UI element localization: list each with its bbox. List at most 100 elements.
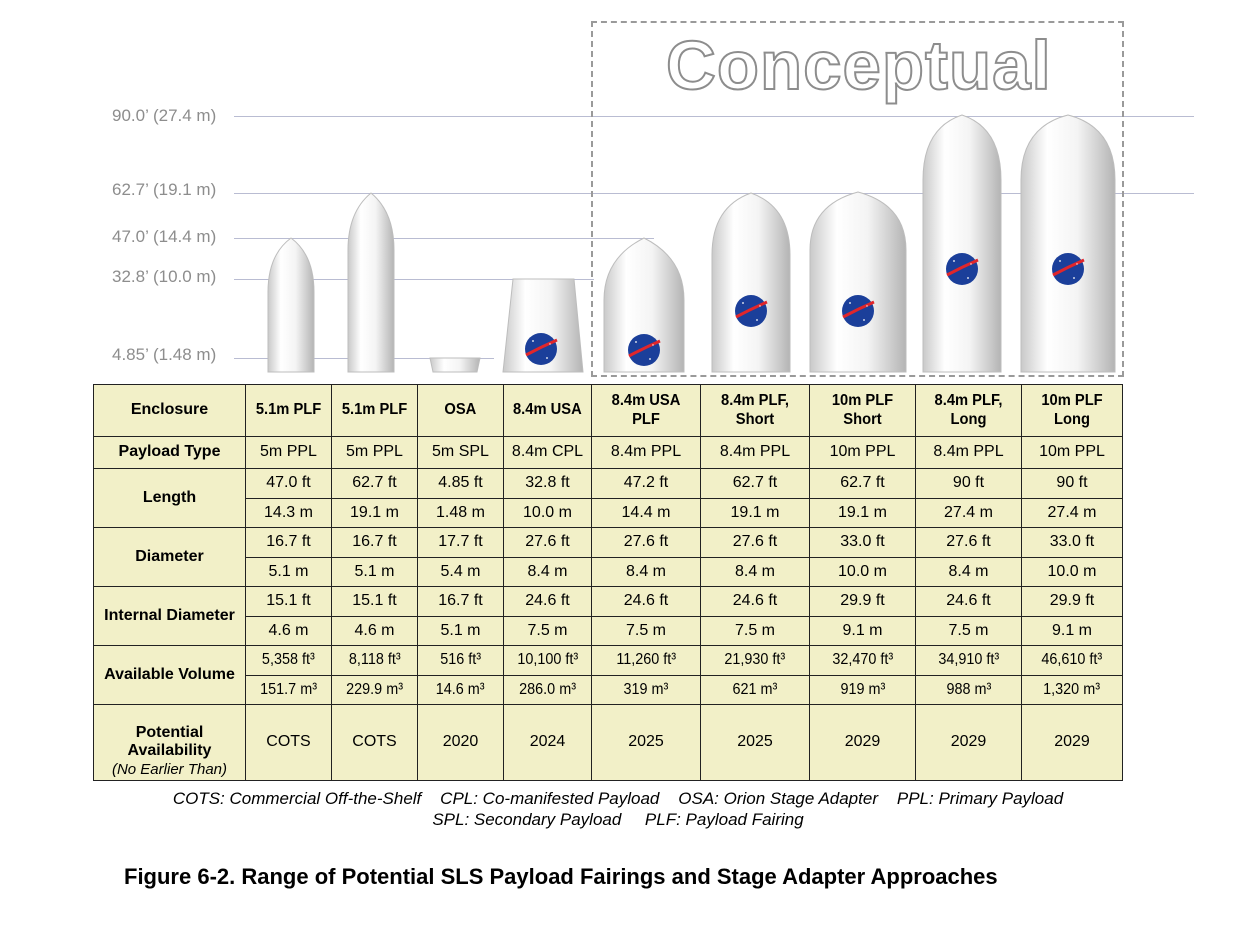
table-cell: 27.6 ft	[503, 527, 592, 558]
row-header: Available Volume	[93, 645, 246, 705]
table-cell: 16.7 ft	[331, 527, 418, 558]
level-line	[234, 279, 594, 280]
nasa-logo-icon	[626, 332, 662, 368]
table-cell: 90 ft	[915, 468, 1022, 499]
fairing-8-4m-plf-long	[922, 114, 1002, 373]
table-cell: 27.4 m	[915, 498, 1022, 528]
table-cell: 5m PPL	[331, 436, 418, 469]
fairing-8-4m-usa-plf	[603, 237, 685, 373]
conceptual-label: Conceptual	[665, 26, 1052, 105]
table-cell: 27.6 ft	[700, 527, 810, 558]
table-cell: 7.5 m	[591, 616, 701, 646]
table-cell: 8.4m CPL	[503, 436, 592, 469]
header-cell: 5.1m PLF	[331, 384, 418, 437]
table-cell: 8.4m PPL	[591, 436, 701, 469]
table-cell: 7.5 m	[915, 616, 1022, 646]
table-cell: 10m PPL	[1021, 436, 1123, 469]
table-cell: 11,260 ft³	[591, 645, 701, 676]
table-cell: 319 m³	[591, 675, 701, 705]
row-header: Internal Diameter	[93, 586, 246, 646]
fairing-10m-plf-long	[1020, 114, 1116, 373]
table-cell: 7.5 m	[503, 616, 592, 646]
row-header: Enclosure	[93, 384, 246, 437]
length-m-row: 14.3 m 19.1 m 1.48 m 10.0 m 14.4 m 19.1 …	[94, 498, 1123, 528]
level-line	[234, 238, 654, 239]
table-cell: 4.85 ft	[417, 468, 504, 499]
level-label: 62.7’ (19.1 m)	[112, 180, 217, 199]
table-cell: 62.7 ft	[331, 468, 418, 499]
row-header: Potential Availability (No Earlier Than)	[93, 704, 246, 781]
table-cell: 32.8 ft	[503, 468, 592, 499]
table-cell: 5,358 ft³	[245, 645, 332, 676]
table-cell: 62.7 ft	[700, 468, 810, 499]
table-cell: 32,470 ft³	[809, 645, 916, 676]
table-cell: 24.6 ft	[503, 586, 592, 617]
level-label: 90.0’ (27.4 m)	[112, 106, 217, 125]
table-cell: 14.6 m³	[417, 675, 504, 705]
table-cell: 5.1 m	[417, 616, 504, 646]
header-cell: 5.1m PLF	[245, 384, 332, 437]
table-cell: 919 m³	[809, 675, 916, 705]
table-cell: 5m SPL	[417, 436, 504, 469]
table-cell: 10,100 ft³	[503, 645, 592, 676]
table-cell: 47.2 ft	[591, 468, 701, 499]
table-cell: 10.0 m	[503, 498, 592, 528]
table-cell: 2025	[700, 704, 810, 781]
table-cell: 8.4 m	[700, 557, 810, 587]
table-cell: 5m PPL	[245, 436, 332, 469]
table-cell: 14.3 m	[245, 498, 332, 528]
table-cell: COTS	[245, 704, 332, 781]
level-label: 47.0’ (14.4 m)	[112, 227, 217, 246]
payload-type-row: Payload Type 5m PPL 5m PPL 5m SPL 8.4m C…	[93, 436, 1123, 469]
table-cell: 47.0 ft	[245, 468, 332, 499]
enclosure-row: Enclosure 5.1m PLF 5.1m PLF OSA 8.4m USA…	[93, 384, 1123, 437]
table-cell: 4.6 m	[331, 616, 418, 646]
header-cell: 10m PLF Short	[809, 384, 916, 437]
table-cell: 16.7 ft	[417, 586, 504, 617]
fairing-10m-plf-short	[809, 191, 907, 373]
table-cell: 90 ft	[1021, 468, 1123, 499]
table-cell: 8,118 ft³	[331, 645, 418, 676]
table-cell: 4.6 m	[245, 616, 332, 646]
table-cell: 29.9 ft	[1021, 586, 1123, 617]
table-cell: 7.5 m	[700, 616, 810, 646]
table-cell: 2029	[1021, 704, 1123, 781]
row-header: Payload Type	[93, 436, 246, 469]
table-cell: 8.4 m	[915, 557, 1022, 587]
table-cell: 62.7 ft	[809, 468, 916, 499]
header-cell: OSA	[417, 384, 504, 437]
table-cell: 9.1 m	[809, 616, 916, 646]
table-cell: 15.1 ft	[331, 586, 418, 617]
table-cell: 8.4 m	[591, 557, 701, 587]
level-line	[234, 116, 1194, 117]
table-cell: 286.0 m³	[503, 675, 592, 705]
table-cell: 151.7 m³	[245, 675, 332, 705]
table-cell: 1,320 m³	[1021, 675, 1123, 705]
header-cell: 8.4m USA PLF	[591, 384, 701, 437]
nasa-logo-icon	[944, 251, 980, 287]
table-cell: 229.9 m³	[331, 675, 418, 705]
table-cell: 33.0 ft	[1021, 527, 1123, 558]
table-cell: 24.6 ft	[700, 586, 810, 617]
table-cell: 5.1 m	[331, 557, 418, 587]
table-cell: 10m PPL	[809, 436, 916, 469]
table-cell: 29.9 ft	[809, 586, 916, 617]
header-cell: 8.4m PLF, Short	[700, 384, 810, 437]
nasa-logo-icon	[1050, 251, 1086, 287]
table-cell: 46,610 ft³	[1021, 645, 1123, 676]
table-cell: 14.4 m	[591, 498, 701, 528]
table-cell: 33.0 ft	[809, 527, 916, 558]
table-cell: 2029	[915, 704, 1022, 781]
table-cell: 34,910 ft³	[915, 645, 1022, 676]
volume-ft3-row: Available Volume 5,358 ft³ 8,118 ft³ 516…	[93, 645, 1123, 705]
level-label: 32.8’ (10.0 m)	[112, 267, 217, 286]
table-cell: COTS	[331, 704, 418, 781]
table-cell: 8.4 m	[503, 557, 592, 587]
availability-row: Potential Availability (No Earlier Than)…	[93, 704, 1123, 781]
level-label: 4.85’ (1.48 m)	[112, 345, 217, 364]
table-cell: 8.4m PPL	[700, 436, 810, 469]
fairing-illustrations	[267, 114, 1116, 373]
nasa-logo-icon	[523, 331, 559, 367]
table-cell: 21,930 ft³	[700, 645, 810, 676]
table-cell: 8.4m PPL	[915, 436, 1022, 469]
